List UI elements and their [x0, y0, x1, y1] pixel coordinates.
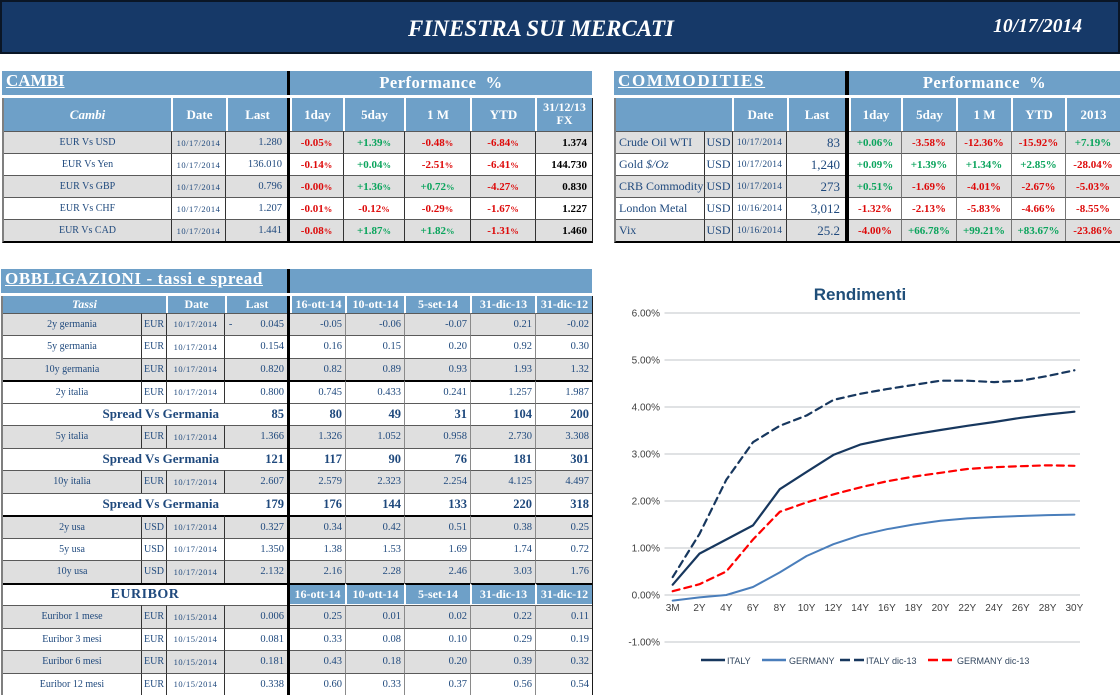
svg-text:28Y: 28Y [1039, 603, 1057, 614]
svg-text:12Y: 12Y [825, 603, 843, 614]
svg-text:20Y: 20Y [932, 603, 950, 614]
svg-text:0.00%: 0.00% [632, 591, 660, 602]
svg-text:8Y: 8Y [774, 603, 787, 614]
svg-text:GERMANY: GERMANY [789, 656, 835, 666]
svg-text:3.00%: 3.00% [632, 450, 660, 461]
svg-text:3M: 3M [666, 603, 680, 614]
svg-text:6.00%: 6.00% [632, 309, 660, 320]
svg-text:4.00%: 4.00% [632, 403, 660, 414]
svg-text:24Y: 24Y [985, 603, 1003, 614]
svg-text:ITALY dic-13: ITALY dic-13 [866, 656, 917, 666]
svg-text:2.00%: 2.00% [632, 497, 660, 508]
svg-text:2Y: 2Y [693, 603, 706, 614]
svg-text:16Y: 16Y [878, 603, 896, 614]
svg-text:30Y: 30Y [1066, 603, 1084, 614]
svg-text:10Y: 10Y [798, 603, 816, 614]
svg-text:18Y: 18Y [905, 603, 923, 614]
svg-text:ITALY: ITALY [727, 656, 751, 666]
svg-text:Rendimenti: Rendimenti [814, 285, 907, 304]
svg-text:5.00%: 5.00% [632, 356, 660, 367]
svg-text:14Y: 14Y [851, 603, 869, 614]
svg-text:4Y: 4Y [720, 603, 733, 614]
svg-text:6Y: 6Y [747, 603, 760, 614]
svg-text:1.00%: 1.00% [632, 544, 660, 555]
svg-text:GERMANY dic-13: GERMANY dic-13 [957, 656, 1029, 666]
svg-text:26Y: 26Y [1012, 603, 1030, 614]
svg-text:-1.00%: -1.00% [628, 638, 660, 649]
svg-text:22Y: 22Y [958, 603, 976, 614]
